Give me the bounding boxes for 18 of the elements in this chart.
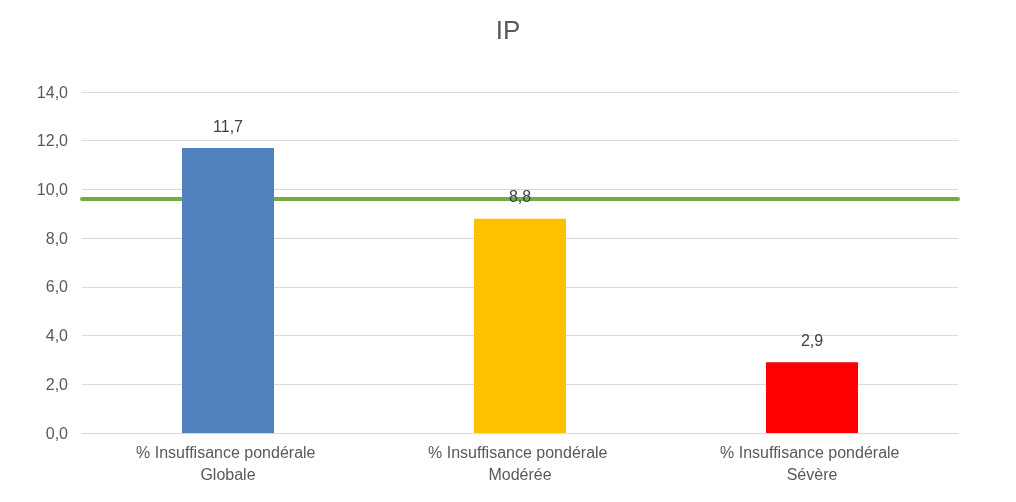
chart-title: IP [495,15,521,45]
bar [474,218,566,433]
bar [766,362,858,433]
y-tick-label: 6,0 [45,278,69,296]
x-tick-label: % Insuffisance pondérale Globale [136,443,320,483]
x-tick-label: % Insuffisance pondérale Modérée [428,443,612,483]
data-label: 2,9 [800,331,824,349]
y-tick-label: 8,0 [45,229,69,247]
data-label: 8,8 [508,188,532,206]
bar [182,148,274,433]
y-tick-label: 12,0 [36,132,69,150]
x-tick-label: % Insuffisance pondérale Sévère [720,443,904,483]
y-tick-label: 14,0 [36,83,69,101]
y-tick-label: 4,0 [45,327,69,345]
data-label: 11,7 [213,117,244,135]
y-tick-label: 10,0 [36,180,69,198]
y-tick-label: 2,0 [45,375,69,393]
y-tick-label: 0,0 [45,424,69,442]
